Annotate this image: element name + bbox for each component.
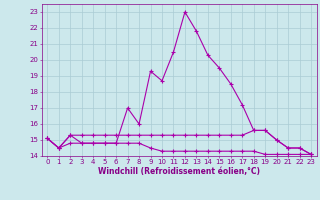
X-axis label: Windchill (Refroidissement éolien,°C): Windchill (Refroidissement éolien,°C) (98, 167, 260, 176)
